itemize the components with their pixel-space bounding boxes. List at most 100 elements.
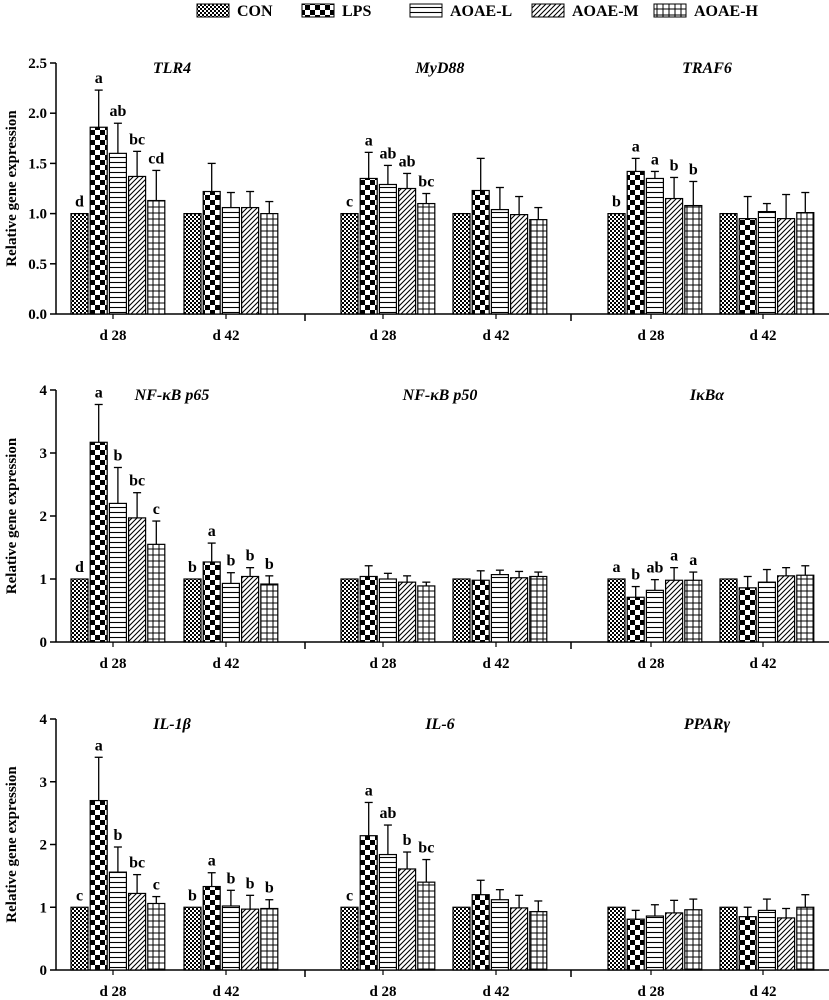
bar-IκBα-d28-CON bbox=[607, 578, 626, 643]
significance-letter: d bbox=[75, 194, 84, 211]
significance-letter: b bbox=[612, 194, 621, 211]
significance-letter: bc bbox=[129, 473, 145, 490]
bar-IL-6-d42-CON bbox=[452, 906, 471, 971]
significance-letter: cd bbox=[148, 150, 164, 167]
bar-PPARγ-d42-CON bbox=[719, 906, 738, 971]
y-tick-label: 2 bbox=[40, 509, 48, 525]
bar-IκBα-d28-AOAE-L bbox=[645, 589, 665, 643]
gene-title: IL-6 bbox=[424, 716, 454, 733]
significance-letter: b bbox=[226, 870, 235, 887]
significance-letter: bc bbox=[418, 840, 434, 857]
bar-TLR4-d28-AOAE-H bbox=[147, 199, 166, 315]
significance-letter: ab bbox=[379, 805, 396, 822]
bar-TLR4-d28-CON bbox=[70, 213, 89, 315]
bar-MyD88-d42-CON bbox=[452, 213, 471, 315]
bar-IL-1β-d42-LPS bbox=[202, 885, 221, 971]
significance-letter: b bbox=[689, 161, 698, 178]
group-label: d 42 bbox=[482, 328, 509, 344]
significance-letter: a bbox=[651, 151, 659, 168]
significance-letter: b bbox=[246, 875, 255, 892]
bar-TLR4-d42-AOAE-M bbox=[241, 206, 260, 315]
bar-IL-1β-d42-AOAE-M bbox=[241, 908, 260, 971]
legend-label: AOAE-M bbox=[572, 3, 639, 20]
group-label: d 42 bbox=[482, 656, 509, 672]
panel-1: 0.0 0.5 1.0 1.5 2.0 2.5 Relative gene expressi… bbox=[4, 56, 829, 344]
bar-IL-1β-d28-AOAE-M bbox=[128, 892, 147, 971]
bar-TRAF6-d28-AOAE-M bbox=[664, 197, 684, 315]
bar-MyD88-d28-AOAE-M bbox=[398, 187, 417, 315]
y-axis-title: Relative gene expression bbox=[4, 766, 20, 923]
significance-letter: c bbox=[153, 877, 160, 894]
bar-IκBα-d42-CON bbox=[719, 578, 738, 643]
y-tick-label: 4 bbox=[40, 712, 48, 728]
bar-MyD88-d42-LPS bbox=[471, 189, 490, 315]
bar-MyD88-d28-AOAE-L bbox=[378, 183, 397, 315]
y-tick-label: 3 bbox=[40, 446, 48, 462]
gene-title: TRAF6 bbox=[682, 60, 732, 77]
significance-letter: bc bbox=[129, 855, 145, 872]
group-label: d 28 bbox=[369, 984, 396, 1000]
bar-TLR4-d28-AOAE-M bbox=[128, 175, 147, 315]
bar-PPARγ-d28-AOAE-M bbox=[664, 912, 684, 971]
legend: CON LPS AOAE-L AOAE-M AOAE-H bbox=[196, 3, 759, 20]
bar-NF-κB p65-d28-CON bbox=[70, 578, 89, 643]
significance-letter: a bbox=[208, 853, 216, 870]
significance-letter: c bbox=[346, 194, 353, 211]
bar-NF-κB p50-d42-AOAE-M bbox=[510, 577, 529, 643]
significance-letter: ab bbox=[109, 103, 126, 120]
bar-NF-κB p65-d28-AOAE-L bbox=[108, 502, 128, 643]
panel-2: 0 1 2 3 4 Relative gene expression NF-κB p65 d … bbox=[4, 383, 829, 672]
group-label: d 28 bbox=[99, 984, 126, 1000]
y-axis-title: Relative gene expression bbox=[4, 437, 20, 594]
y-tick-label: 0.0 bbox=[28, 307, 47, 323]
significance-letter: a bbox=[613, 559, 621, 576]
bar-IL-6-d42-AOAE-H bbox=[529, 911, 548, 971]
bar-IκBα-d42-AOAE-L bbox=[757, 581, 777, 643]
bar-TRAF6-d28-AOAE-H bbox=[684, 204, 703, 315]
significance-letter: ab bbox=[399, 153, 416, 170]
bar-MyD88-d28-AOAE-H bbox=[417, 202, 436, 315]
legend-swatch bbox=[653, 3, 687, 18]
bar-PPARγ-d42-AOAE-L bbox=[757, 909, 777, 971]
bar-TRAF6-d28-AOAE-L bbox=[645, 177, 665, 315]
group-label: d 42 bbox=[482, 984, 509, 1000]
bar-TLR4-d42-LPS bbox=[202, 190, 221, 315]
bar-NF-κB p50-d42-AOAE-L bbox=[490, 573, 509, 643]
bar-MyD88-d42-AOAE-H bbox=[529, 219, 548, 315]
bar-TRAF6-d42-LPS bbox=[738, 218, 757, 315]
significance-letter: ab bbox=[379, 145, 396, 162]
group-label: d 42 bbox=[212, 328, 239, 344]
significance-letter: c bbox=[346, 887, 353, 904]
group-label: d 42 bbox=[212, 984, 239, 1000]
gene-title: TLR4 bbox=[153, 60, 191, 77]
bar-IL-1β-d42-AOAE-L bbox=[221, 905, 240, 971]
y-tick-label: 1.0 bbox=[28, 207, 47, 223]
bar-NF-κB p50-d28-LPS bbox=[359, 575, 378, 643]
bar-PPARγ-d28-AOAE-H bbox=[684, 909, 703, 971]
bar-IL-1β-d42-CON bbox=[183, 906, 202, 971]
significance-letter: b bbox=[403, 832, 412, 849]
bar-TLR4-d42-AOAE-L bbox=[221, 206, 240, 315]
group-label: d 28 bbox=[99, 656, 126, 672]
bar-PPARγ-d28-CON bbox=[607, 906, 626, 971]
bar-MyD88-d42-AOAE-L bbox=[490, 208, 509, 315]
bar-NF-κB p65-d42-LPS bbox=[202, 561, 221, 643]
significance-letter: b bbox=[246, 548, 255, 565]
bar-IκBα-d28-LPS bbox=[626, 596, 645, 643]
bar-IκBα-d28-AOAE-H bbox=[684, 579, 703, 643]
y-tick-label: 2.5 bbox=[28, 56, 47, 72]
bar-NF-κB p50-d42-CON bbox=[452, 578, 471, 643]
significance-letter: b bbox=[670, 157, 679, 174]
bar-NF-κB p50-d28-AOAE-M bbox=[398, 581, 417, 643]
y-tick-label: 1 bbox=[40, 572, 48, 588]
significance-letter: b bbox=[188, 559, 197, 576]
y-tick-label: 1.5 bbox=[28, 156, 47, 172]
significance-letter: a bbox=[689, 552, 697, 569]
bar-PPARγ-d42-AOAE-H bbox=[796, 906, 815, 971]
gene-title: NF-κB p50 bbox=[402, 387, 478, 404]
bar-IκBα-d28-AOAE-M bbox=[664, 579, 684, 643]
significance-letter: a bbox=[632, 138, 640, 155]
legend-swatch bbox=[196, 3, 230, 18]
significance-letter: b bbox=[226, 553, 235, 570]
